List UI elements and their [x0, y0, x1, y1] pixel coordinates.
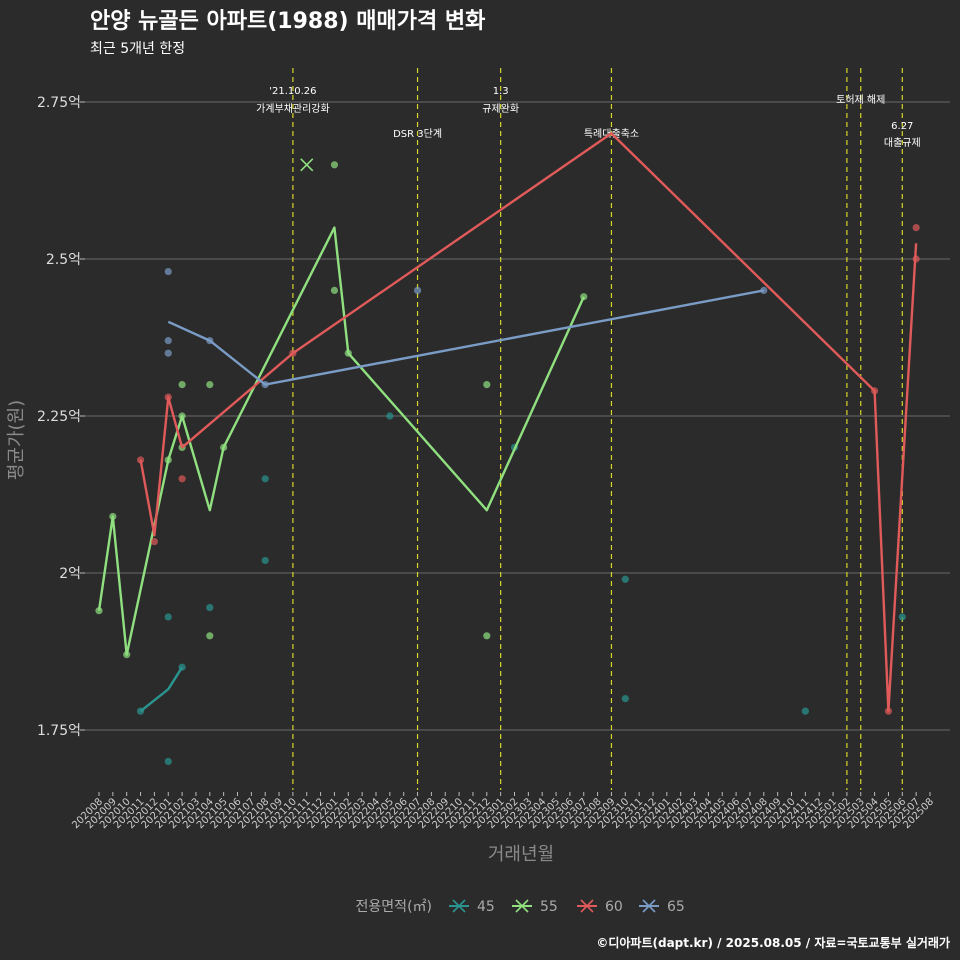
data-point: [801, 707, 809, 715]
y-tick-label: 2.25억: [37, 409, 81, 425]
y-axis-label: 평균가(원): [6, 400, 27, 480]
y-tick-label: 1.75억: [37, 723, 81, 739]
data-point: [483, 381, 491, 389]
series-65: [164, 267, 768, 389]
data-point: [164, 757, 172, 766]
legend-marker: [515, 899, 529, 913]
data-point: [621, 575, 629, 583]
series-line: [139, 666, 184, 713]
event-label: 대출규제: [884, 137, 921, 149]
data-point: [206, 603, 214, 612]
data-point: [330, 161, 339, 169]
chart-title: 안양 뉴골든 아파트(1988) 매매가격 변화: [90, 9, 485, 34]
series-60: [136, 132, 920, 715]
legend-label: 55: [540, 899, 558, 915]
data-point: [206, 381, 214, 389]
legend-marker: [580, 899, 594, 913]
data-point: [898, 613, 906, 621]
data-point: [386, 412, 394, 420]
x-axis-label: 거래년월: [488, 844, 554, 865]
y-axis-ticks: 1.75억 2억 2.25억 2.5억 2.75억: [37, 95, 85, 739]
data-point: [261, 475, 269, 483]
data-point: [150, 538, 158, 546]
data-point: [164, 349, 172, 357]
event-label: 가계부채관리강화: [256, 103, 330, 115]
event-label: '21.10.26: [269, 86, 316, 97]
data-point: [164, 267, 172, 276]
event-label: DSR 3단계: [393, 128, 442, 140]
event-label: 토허제 해제: [836, 93, 885, 106]
legend-marker: [452, 899, 466, 913]
data-point: [912, 224, 920, 232]
y-tick-label: 2.5억: [46, 252, 81, 268]
data-point: [760, 286, 768, 294]
series-45: [136, 412, 906, 766]
data-point: [136, 456, 145, 464]
data-point: [261, 556, 269, 565]
data-point: [164, 613, 172, 621]
data-point: [413, 286, 422, 294]
grid-lines: [85, 101, 950, 731]
event-label: 1.3: [493, 86, 509, 97]
legend-title: 전용면적(㎡): [356, 899, 432, 915]
data-point: [178, 381, 186, 389]
legend-label: 65: [667, 899, 685, 915]
data-point: [330, 286, 339, 294]
data-point: [206, 632, 214, 640]
data-point: [178, 475, 186, 483]
data-point: [483, 632, 491, 640]
legend-marker: [642, 899, 656, 913]
y-tick-label: 2억: [59, 566, 81, 582]
legend-label: 60: [605, 899, 623, 915]
data-point-cross: [300, 158, 314, 172]
y-tick-label: 2.75억: [37, 95, 81, 111]
data-point: [164, 337, 172, 345]
data-point: [621, 695, 629, 703]
caption: ©디아파트(dapt.kr) / 2025.08.05 / 자료=국토교통부 실…: [596, 935, 950, 950]
legend: 전용면적(㎡) 45 55 60 65: [356, 899, 685, 915]
series-line: [139, 132, 918, 713]
legend-label: 45: [477, 899, 495, 915]
x-axis-ticks: 2020082020092020102020112020122021012021…: [70, 792, 936, 831]
chart-subtitle: 최근 5개년 한정: [90, 41, 185, 57]
event-label: 6.27: [891, 121, 913, 132]
event-label: 규제완화: [482, 103, 519, 115]
series-line: [167, 289, 765, 386]
series-line: [97, 226, 585, 656]
series-layer: [95, 132, 920, 766]
series-55: [95, 158, 588, 659]
